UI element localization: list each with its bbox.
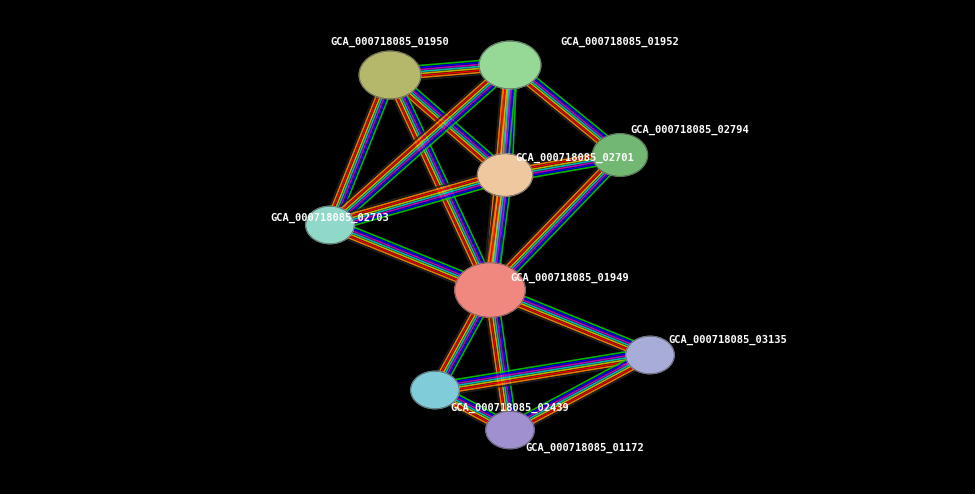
Text: GCA_000718085_03135: GCA_000718085_03135: [668, 335, 787, 345]
Ellipse shape: [454, 263, 526, 317]
Ellipse shape: [410, 371, 459, 409]
Ellipse shape: [593, 134, 647, 176]
Text: GCA_000718085_02701: GCA_000718085_02701: [515, 153, 634, 163]
Ellipse shape: [478, 154, 532, 196]
Text: GCA_000718085_02794: GCA_000718085_02794: [630, 125, 749, 135]
Ellipse shape: [359, 51, 421, 99]
Ellipse shape: [479, 41, 541, 89]
Text: GCA_000718085_02703: GCA_000718085_02703: [270, 213, 389, 223]
Ellipse shape: [306, 206, 354, 244]
Text: GCA_000718085_01172: GCA_000718085_01172: [525, 443, 644, 453]
Text: GCA_000718085_02439: GCA_000718085_02439: [450, 403, 568, 413]
Ellipse shape: [626, 336, 674, 373]
Ellipse shape: [486, 412, 534, 449]
Text: GCA_000718085_01952: GCA_000718085_01952: [560, 37, 679, 47]
Text: GCA_000718085_01949: GCA_000718085_01949: [510, 273, 629, 283]
Text: GCA_000718085_01950: GCA_000718085_01950: [331, 37, 449, 47]
